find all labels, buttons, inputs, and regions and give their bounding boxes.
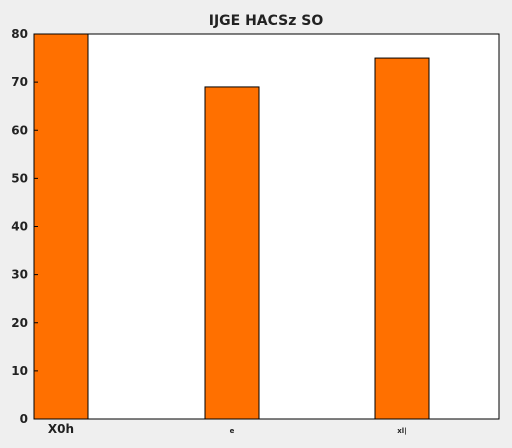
bar-2 [204,86,260,420]
x-tick-label: e [230,427,235,435]
y-tick-label: 60 [11,123,28,137]
bar-3 [374,57,430,420]
y-tick-label: 50 [11,171,28,185]
x-tick-label: X0h [48,422,74,436]
x-tick-label: xl| [397,427,406,436]
y-tick-label: 0 [20,412,28,426]
y-tick-label: 40 [11,220,28,234]
x-axis: X0h e xl| [48,422,407,436]
chart-title: IJGE HACSz SO [209,13,324,29]
y-tick-label: 70 [11,75,28,89]
y-tick-label: 30 [11,268,28,282]
bar-1 [33,33,89,420]
y-tick-label: 20 [11,316,28,330]
y-axis: 0 10 20 30 40 50 60 70 80 [11,27,38,426]
bars-layer [33,33,430,420]
y-tick-label: 10 [11,364,28,378]
y-tick-label: 80 [11,27,28,41]
